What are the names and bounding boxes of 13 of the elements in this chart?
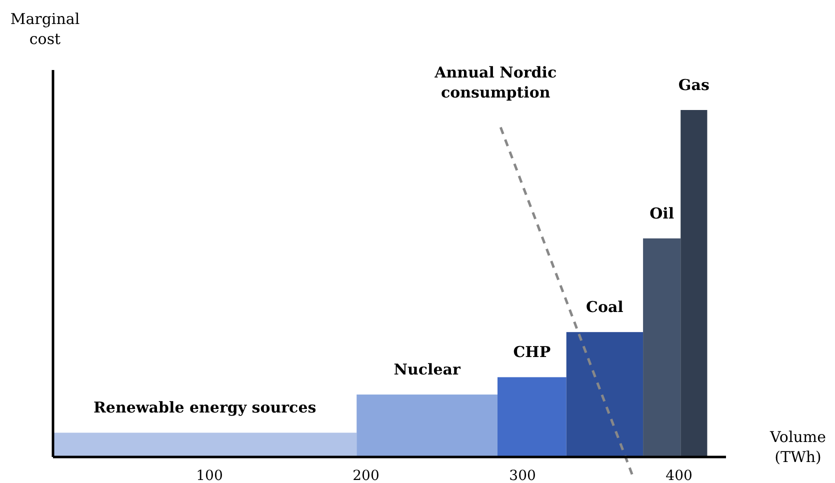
- y-axis-title: Marginal cost: [10, 10, 80, 48]
- annotation: Renewable energy sources: [93, 398, 316, 417]
- x-tick-label: 200: [352, 468, 380, 483]
- x-tick-label: 300: [509, 468, 536, 483]
- x-tick-label: 400: [666, 468, 692, 483]
- annotation: Nuclear: [394, 360, 462, 379]
- text: Annual Nordic consumption: [434, 63, 557, 102]
- x-axis-title: Volume (TWh): [768, 428, 826, 466]
- annotation: Coal: [586, 298, 624, 316]
- text: Gas: [678, 76, 710, 94]
- annotation: CHP: [513, 343, 551, 362]
- x-tick-label: 100: [196, 468, 223, 483]
- annotation: Oil: [650, 204, 674, 222]
